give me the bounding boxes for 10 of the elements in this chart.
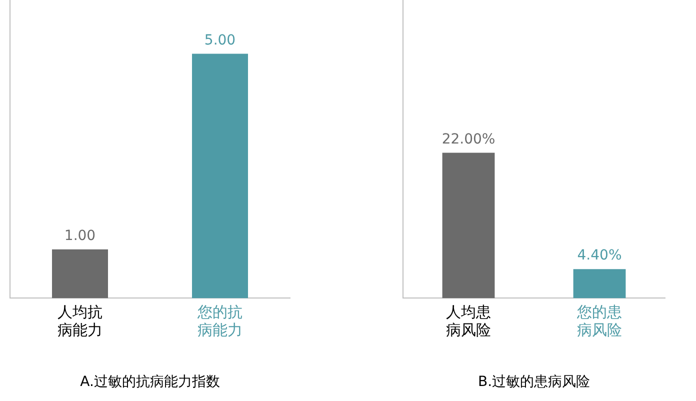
x-tick-label: 您的抗病能力: [196, 303, 242, 340]
text: A.过敏的抗病能力指数: [80, 374, 220, 390]
data-label: 1.00: [64, 228, 96, 244]
data-label: 5.00: [204, 32, 236, 48]
data-label: 22.00%: [442, 131, 496, 148]
x-tick-label: 人均抗病能力: [58, 303, 102, 340]
x-tick-label: 您的患病风险: [576, 303, 622, 340]
text: B.过敏的患病风险: [478, 374, 590, 390]
data-label: 4.40%: [577, 248, 622, 264]
x-tick-label: 人均患病风险: [446, 303, 491, 340]
